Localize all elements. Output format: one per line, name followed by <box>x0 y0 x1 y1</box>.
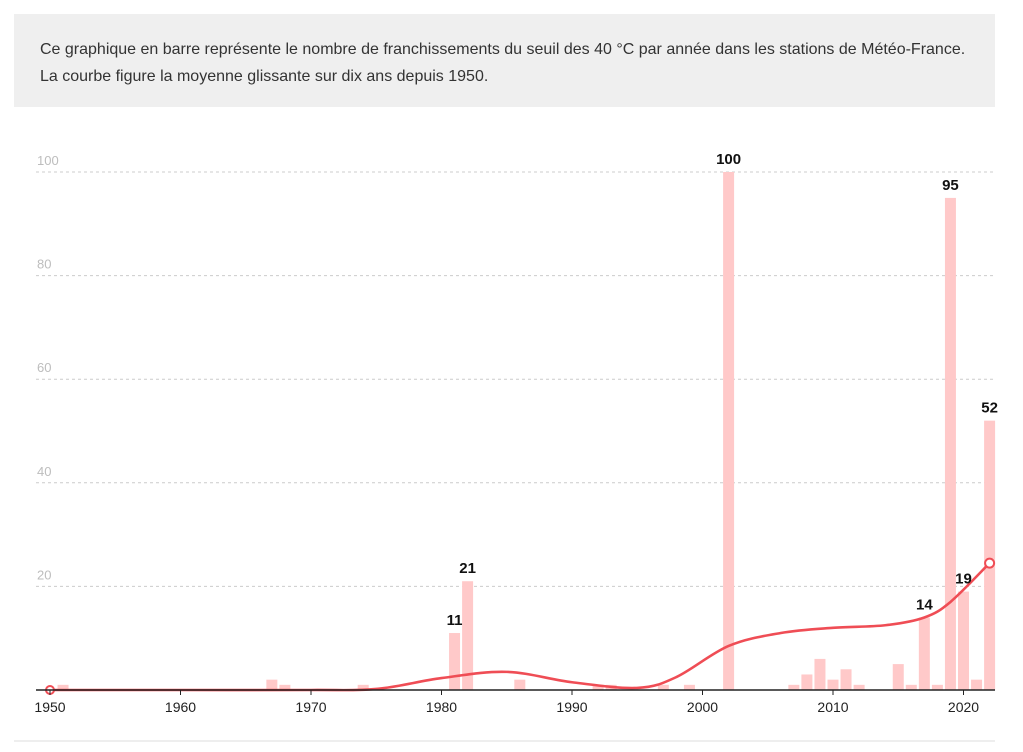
bar-2019 <box>944 197 956 690</box>
data-labels: 11 21 100 14 95 19 52 <box>447 151 998 629</box>
data-label-1982: 21 <box>459 560 476 577</box>
bar-1982 <box>462 581 474 690</box>
bar-2010 <box>827 679 839 690</box>
x-tick-label-2000: 2000 <box>687 699 718 715</box>
x-tick-label-1960: 1960 <box>165 699 196 715</box>
y-tick-label-60: 60 <box>37 360 51 375</box>
bar-2021 <box>971 679 983 690</box>
bar-1968 <box>279 684 291 690</box>
bar-1997 <box>657 684 669 690</box>
chart-description: Ce graphique en barre représente le nomb… <box>14 14 995 107</box>
data-label-2020: 19 <box>955 571 972 588</box>
x-tick-label-2010: 2010 <box>817 699 848 715</box>
x-tick-label-2020: 2020 <box>948 699 979 715</box>
bar-2007 <box>788 684 800 690</box>
x-tick-label-1990: 1990 <box>556 699 587 715</box>
bar-2011 <box>840 669 852 690</box>
bars <box>57 172 996 690</box>
y-tick-label-40: 40 <box>37 464 51 479</box>
moving-average-end-marker <box>984 557 996 569</box>
moving-average <box>45 557 996 695</box>
bar-2017 <box>918 617 930 690</box>
bar-2002 <box>723 172 735 690</box>
x-tick-label-1970: 1970 <box>295 699 326 715</box>
y-tick-label-20: 20 <box>37 567 51 582</box>
bar-2020 <box>958 591 969 690</box>
bar-2015 <box>892 664 904 690</box>
gridlines: 20 40 60 80 100 <box>36 153 995 587</box>
y-tick-label-100: 100 <box>37 153 59 168</box>
x-tick-label-1950: 1950 <box>34 699 65 715</box>
bar-2012 <box>853 684 865 690</box>
bar-2009 <box>814 658 826 690</box>
bar-1974 <box>357 684 369 690</box>
data-label-1981: 11 <box>447 612 463 629</box>
data-label-2022: 52 <box>981 400 998 417</box>
data-label-2017: 14 <box>916 596 933 613</box>
data-label-2002: 100 <box>716 151 741 168</box>
bar-1981 <box>449 633 461 690</box>
bar-2016 <box>905 684 917 690</box>
x-tick-label-1980: 1980 <box>426 699 457 715</box>
bar-1999 <box>683 684 695 690</box>
data-label-2019: 95 <box>942 177 959 194</box>
bar-1967 <box>266 679 278 690</box>
bar-1951 <box>57 684 69 690</box>
bar-2008 <box>801 674 813 690</box>
x-axis: 1950 1960 1970 1980 1990 2000 2010 2020 <box>14 689 995 742</box>
bar-1986 <box>514 679 526 690</box>
bar-2018 <box>931 684 943 690</box>
bar-1992 <box>592 684 604 690</box>
chart-description-text: Ce graphique en barre représente le nomb… <box>40 41 966 85</box>
bar-2022 <box>984 420 996 690</box>
y-tick-label-80: 80 <box>37 257 51 272</box>
